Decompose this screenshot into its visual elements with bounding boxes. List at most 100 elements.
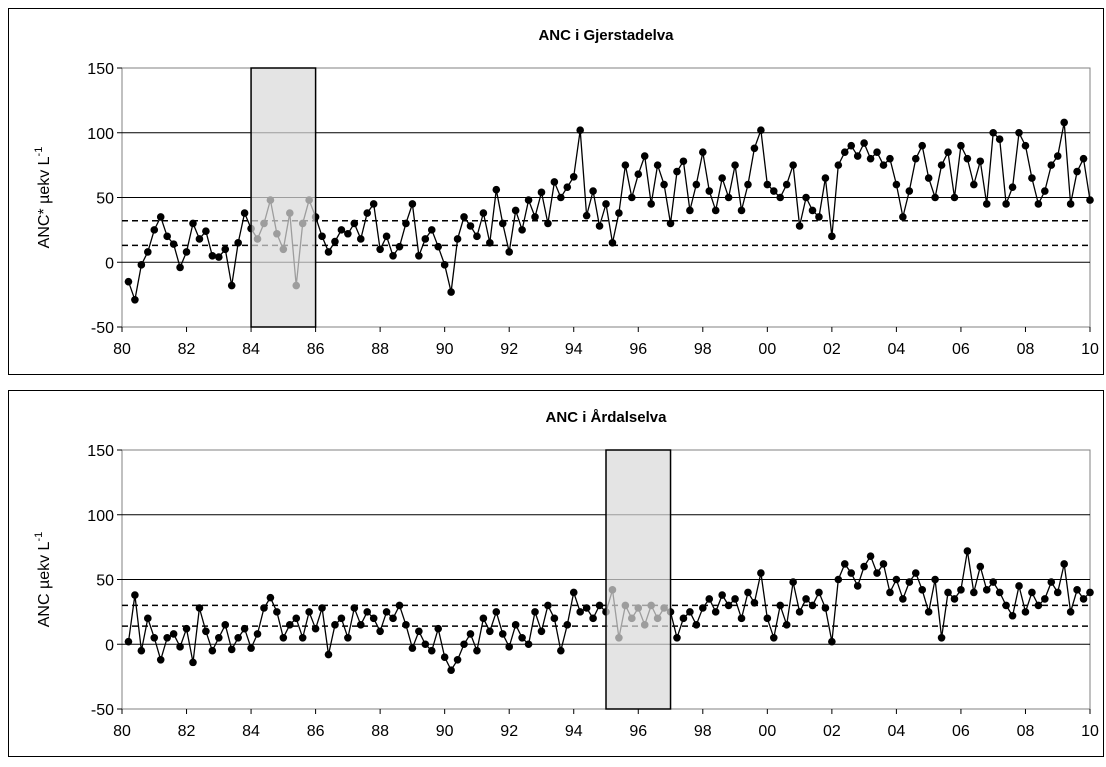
data-point	[421, 235, 430, 243]
data-point	[202, 227, 210, 235]
data-point	[215, 633, 223, 642]
data-point	[776, 193, 785, 202]
data-point	[240, 209, 249, 217]
data-point	[215, 253, 223, 261]
data-point	[608, 239, 617, 247]
data-point	[324, 248, 333, 256]
data-point	[427, 646, 436, 655]
data-point	[1086, 588, 1094, 597]
data-point	[195, 235, 204, 243]
data-point	[279, 633, 288, 642]
data-point	[1008, 183, 1017, 191]
data-point	[886, 154, 894, 163]
data-point	[892, 575, 901, 584]
data-point	[208, 646, 217, 655]
data-point	[937, 633, 946, 642]
data-point	[1060, 560, 1068, 568]
data-point	[718, 174, 726, 182]
data-point	[163, 232, 171, 241]
data-point	[1028, 588, 1036, 597]
data-point	[828, 637, 836, 646]
y-tick-label: 150	[87, 61, 114, 78]
data-point	[782, 621, 791, 629]
data-point	[486, 239, 494, 247]
data-point	[595, 222, 604, 230]
data-point	[847, 141, 856, 150]
x-tick-label: 04	[888, 723, 906, 740]
data-point	[918, 586, 927, 594]
data-point	[1034, 200, 1043, 208]
x-tick-label: 92	[500, 341, 518, 358]
data-point	[557, 646, 565, 655]
data-point	[1073, 586, 1081, 594]
x-tick-label: 06	[952, 341, 970, 358]
data-point	[305, 608, 313, 616]
data-point	[724, 601, 733, 610]
data-point	[524, 196, 533, 204]
data-point	[318, 232, 326, 241]
data-point	[492, 185, 501, 194]
highlight-period-box	[605, 449, 672, 710]
data-point	[369, 200, 378, 208]
data-point	[1021, 141, 1030, 150]
data-point	[1053, 588, 1062, 597]
data-point	[337, 226, 346, 234]
data-point	[957, 141, 965, 150]
x-tick-label: 96	[629, 723, 647, 740]
data-point	[821, 604, 830, 612]
data-point	[1021, 608, 1030, 616]
data-point	[318, 604, 326, 612]
data-point	[479, 614, 488, 623]
data-point	[389, 251, 397, 260]
data-point	[402, 219, 410, 228]
data-point	[221, 245, 230, 254]
data-point	[1073, 167, 1081, 176]
data-point	[182, 248, 191, 256]
data-point	[156, 655, 165, 664]
y-tick-label: 0	[105, 637, 114, 654]
data-point	[782, 180, 791, 189]
data-point	[763, 180, 772, 189]
data-point	[498, 219, 507, 228]
data-point	[195, 604, 204, 612]
data-point	[440, 653, 449, 661]
data-point	[563, 621, 572, 629]
x-tick-label: 94	[565, 723, 583, 740]
data-point	[518, 633, 526, 642]
x-tick-label: 84	[242, 723, 260, 740]
data-point	[227, 281, 236, 290]
data-point	[737, 614, 746, 623]
data-point	[699, 604, 707, 612]
data-point	[686, 206, 694, 215]
data-point	[292, 614, 301, 623]
x-tick-label: 06	[952, 723, 970, 740]
data-point	[808, 601, 817, 610]
data-point	[1041, 595, 1049, 603]
data-point	[873, 569, 881, 577]
data-point	[569, 588, 578, 597]
data-point	[873, 148, 881, 156]
data-point	[750, 599, 759, 607]
data-point	[834, 575, 843, 584]
data-point	[989, 578, 997, 586]
x-tick-label: 98	[694, 341, 712, 358]
data-point	[582, 604, 591, 612]
data-point	[666, 219, 675, 228]
chart-panel-ardalselva: ANC i Årdalselva 150 100 50 0 -50 80 82 84 86 88 90…	[8, 390, 1104, 757]
data-point	[576, 126, 584, 134]
x-tick-label: 00	[758, 723, 776, 740]
data-point	[763, 614, 772, 623]
data-point	[569, 172, 578, 181]
data-point	[795, 608, 804, 616]
data-point	[769, 187, 778, 195]
chart-gjerstadelva: ANC i Gjerstadelva 150 100 50 0 -50 80 82 84 86 88…	[33, 27, 1099, 358]
data-point	[124, 277, 133, 286]
x-tick-label: 96	[629, 341, 647, 358]
data-point	[408, 200, 417, 208]
data-point	[769, 633, 778, 642]
data-point	[576, 608, 584, 616]
data-point	[344, 633, 352, 642]
data-point	[834, 161, 843, 169]
data-point	[789, 578, 797, 586]
data-point	[1047, 161, 1056, 169]
